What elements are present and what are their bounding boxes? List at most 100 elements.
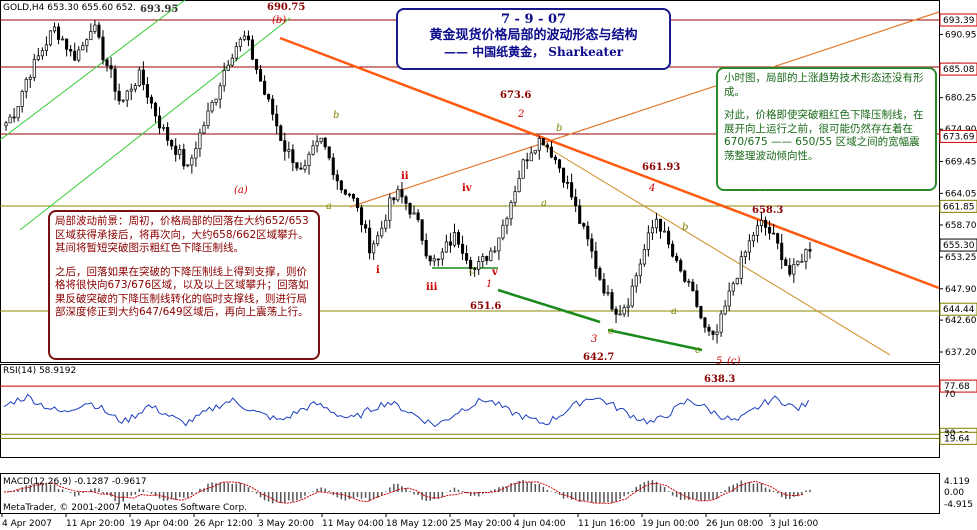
candle-body <box>683 270 687 282</box>
candle-body <box>626 305 630 308</box>
title-author: —— 中国纸黄金， Sharkeater <box>443 45 624 59</box>
y-tick-label: 653.25 <box>945 253 977 263</box>
candle-body <box>755 225 760 236</box>
wave-b-paren: (b) <box>272 15 286 26</box>
candle-body <box>194 148 198 159</box>
candle-body <box>258 69 263 82</box>
candle-body <box>529 152 533 162</box>
candle-body <box>376 235 380 245</box>
candle-body <box>606 292 610 294</box>
wave-c-olive-2: c <box>608 326 614 337</box>
candle-body <box>477 261 481 270</box>
candle-body <box>81 45 85 51</box>
candle-body <box>32 59 36 78</box>
candle-body <box>20 90 24 107</box>
candle-body <box>557 159 562 169</box>
candle-body <box>456 232 461 245</box>
candle-body <box>622 307 626 315</box>
candle-body <box>646 232 650 250</box>
wave-i: i <box>376 265 380 276</box>
price-tags: 693.39 685.08 673.69 661.85 655.30 644.44 <box>939 13 977 316</box>
candle-body <box>246 35 250 41</box>
candle-body <box>497 237 501 252</box>
candle-body <box>695 290 699 307</box>
candle-body <box>448 241 452 246</box>
candle-body <box>602 279 606 294</box>
y-tick-label: 647.90 <box>945 285 977 295</box>
candle-body <box>347 193 351 196</box>
candle-body <box>553 156 558 161</box>
x-tick-label: 25 May 20:00 <box>450 519 512 529</box>
rsi-tick-30: 30 <box>944 429 956 439</box>
wave-1: 1 <box>486 279 492 290</box>
level-638-3: 638.3 <box>704 374 735 385</box>
candle-body <box>521 159 525 179</box>
candle-body <box>384 219 388 229</box>
candle-body <box>432 258 436 262</box>
wave-ii: ii <box>401 171 409 182</box>
rsi-pane <box>0 364 940 458</box>
level-673-6: 673.6 <box>500 90 531 101</box>
candle-body <box>598 268 602 280</box>
candle-body <box>206 110 210 126</box>
level-651-6: 651.6 <box>470 301 501 312</box>
candle-body <box>311 145 315 155</box>
candle-body <box>129 88 133 92</box>
y-tick-label: 669.45 <box>945 157 977 167</box>
candle-body <box>735 277 739 284</box>
rsi-series: 77.6824.1119.64 <box>0 379 977 445</box>
right-note-box: 小时图，局部的上涨趋势技术形态还没有形成。 对此，价格即使突破粗红色下降压制线，… <box>716 67 937 191</box>
candle-body <box>380 227 384 237</box>
candle-body <box>654 218 659 229</box>
candle-body <box>578 205 582 224</box>
y-tick-label: 664.05 <box>945 189 977 199</box>
price-tag-label: 693.39 <box>943 16 975 26</box>
candle-body <box>570 182 574 198</box>
candle-body <box>780 242 784 260</box>
candle-body <box>545 144 549 148</box>
wave-a-olive-3: a <box>671 306 677 317</box>
candle-body <box>428 255 432 262</box>
wave-iv: iv <box>462 183 473 194</box>
x-tick-label: 18 May 12:00 <box>386 519 448 529</box>
support-green-1 <box>497 288 601 324</box>
wave-c-paren: (c) <box>727 356 741 367</box>
rsi-line <box>3 393 810 428</box>
x-tick-label: 4 Jun 04:00 <box>514 519 566 529</box>
candle-body <box>283 140 287 152</box>
candle-body <box>804 249 808 262</box>
price-tag-label: 655.30 <box>943 241 975 251</box>
candle-body <box>279 125 283 142</box>
wave-c-olive-3: c <box>695 345 701 356</box>
candle-body <box>408 203 412 215</box>
price-tag-label: 661.85 <box>943 202 975 212</box>
candle-body <box>586 225 590 240</box>
level-690-75: 690.75 <box>267 2 305 13</box>
candle-body <box>61 38 65 41</box>
candle-body <box>784 259 788 266</box>
candle-body <box>121 99 125 102</box>
candle-body <box>157 115 162 129</box>
candle-body <box>355 198 360 209</box>
candle-body <box>634 275 638 287</box>
candle-body <box>424 240 428 257</box>
candle-body <box>141 69 145 85</box>
candle-body <box>77 49 81 61</box>
candle-body <box>691 281 695 292</box>
candle-body <box>190 157 194 166</box>
candle-body <box>416 212 420 221</box>
candle-body <box>275 113 279 127</box>
thin-orange-down <box>539 142 891 356</box>
candle-body <box>792 264 796 275</box>
candle-body <box>218 85 222 100</box>
candle-body <box>339 180 343 191</box>
candle-body <box>186 164 190 167</box>
candle-body <box>723 305 727 315</box>
candle-body <box>149 96 154 104</box>
candle-body <box>178 149 182 155</box>
candle-body <box>287 149 291 152</box>
candle-body <box>541 138 545 146</box>
candle-body <box>679 260 683 272</box>
wave-a-olive-1: a <box>326 201 332 212</box>
wave-iii: iii <box>426 282 438 293</box>
